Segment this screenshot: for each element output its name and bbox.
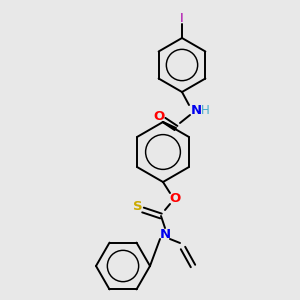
Text: N: N: [190, 103, 202, 116]
Text: O: O: [153, 110, 165, 122]
Text: O: O: [169, 191, 181, 205]
Text: H: H: [201, 103, 209, 116]
Text: S: S: [133, 200, 143, 214]
Text: N: N: [159, 227, 171, 241]
Text: I: I: [180, 13, 184, 26]
